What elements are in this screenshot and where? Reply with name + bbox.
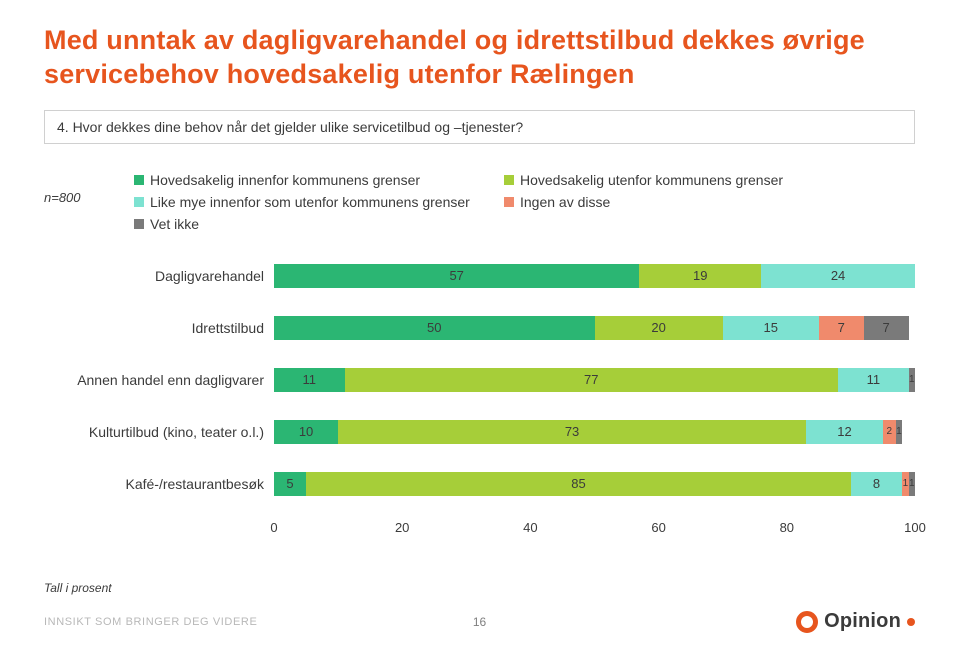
bar-segment: 1 [909,368,915,392]
y-label: Annen handel enn dagligvarer [44,372,274,388]
percent-note: Tall i prosent [44,581,112,595]
legend-item: Ingen av disse [504,194,834,210]
bar-segment: 20 [595,316,723,340]
bar-segment: 50 [274,316,595,340]
x-tick: 80 [780,520,794,535]
legend-item: Vet ikke [134,216,494,232]
page-title: Med unntak av dagligvarehandel og idrett… [44,24,915,92]
bar-segment: 10 [274,420,338,444]
x-tick: 40 [523,520,537,535]
chart: Dagligvarehandel571924Idrettstilbud50201… [44,260,915,500]
bar-segment: 5 [274,472,306,496]
n-label: n=800 [44,172,134,205]
bar-segment: 11 [274,368,345,392]
legend-swatch [504,175,514,185]
x-tick: 20 [395,520,409,535]
brand-ring-icon [796,611,818,633]
legend-label: Ingen av disse [520,194,610,210]
legend-item: Like mye innenfor som utenfor kommunens … [134,194,494,210]
x-tick: 100 [904,520,926,535]
bar-segment: 85 [306,472,851,496]
chart-row: Kafé-/restaurantbesøk585811 [44,468,915,500]
x-axis: 020406080100 [44,520,915,540]
legend-label: Vet ikke [150,216,199,232]
legend-swatch [504,197,514,207]
chart-row: Dagligvarehandel571924 [44,260,915,292]
legend-label: Like mye innenfor som utenfor kommunens … [150,194,470,210]
y-label: Kafé-/restaurantbesøk [44,476,274,492]
legend-swatch [134,175,144,185]
brand-name: Opinion [824,610,901,633]
bar-segment: 1 [909,472,915,496]
bar: 571924 [274,264,915,288]
bar: 585811 [274,472,915,496]
legend: Hovedsakelig innenfor kommunens grenser H… [134,172,834,232]
bar-segment: 11 [838,368,909,392]
y-label: Kulturtilbud (kino, teater o.l.) [44,424,274,440]
bar-segment: 2 [883,420,896,444]
brand-logo: Opinion [796,610,915,633]
bar: 50201577 [274,316,915,340]
x-tick: 0 [270,520,277,535]
legend-swatch [134,219,144,229]
slide: Med unntak av dagligvarehandel og idrett… [0,0,959,647]
bar-segment: 24 [761,264,915,288]
bar-segment: 15 [723,316,819,340]
x-axis-ticks: 020406080100 [274,520,915,540]
bar-segment: 12 [806,420,883,444]
bar-segment: 73 [338,420,806,444]
x-tick: 60 [651,520,665,535]
chart-row: Kulturtilbud (kino, teater o.l.)10731221 [44,416,915,448]
footer-tagline: INNSIKT SOM BRINGER DEG VIDERE [44,616,257,628]
bar: 1177111 [274,368,915,392]
legend-swatch [134,197,144,207]
page-number: 16 [473,615,486,629]
legend-row: n=800 Hovedsakelig innenfor kommunens gr… [44,172,915,232]
bar-segment: 7 [864,316,909,340]
footer: INNSIKT SOM BRINGER DEG VIDERE 16 Opinio… [44,610,915,633]
bar-segment: 77 [345,368,839,392]
bar-segment: 57 [274,264,639,288]
legend-label: Hovedsakelig utenfor kommunens grenser [520,172,783,188]
brand-dot-icon [907,618,915,626]
chart-row: Idrettstilbud50201577 [44,312,915,344]
chart-row: Annen handel enn dagligvarer1177111 [44,364,915,396]
question-box: 4. Hvor dekkes dine behov når det gjelde… [44,110,915,144]
bar-segment: 7 [819,316,864,340]
question-text: 4. Hvor dekkes dine behov når det gjelde… [57,119,902,135]
bar-segment: 19 [639,264,761,288]
y-label: Dagligvarehandel [44,268,274,284]
legend-label: Hovedsakelig innenfor kommunens grenser [150,172,420,188]
bar: 10731221 [274,420,915,444]
bar-segment: 8 [851,472,902,496]
legend-item: Hovedsakelig innenfor kommunens grenser [134,172,494,188]
legend-item: Hovedsakelig utenfor kommunens grenser [504,172,834,188]
y-label: Idrettstilbud [44,320,274,336]
